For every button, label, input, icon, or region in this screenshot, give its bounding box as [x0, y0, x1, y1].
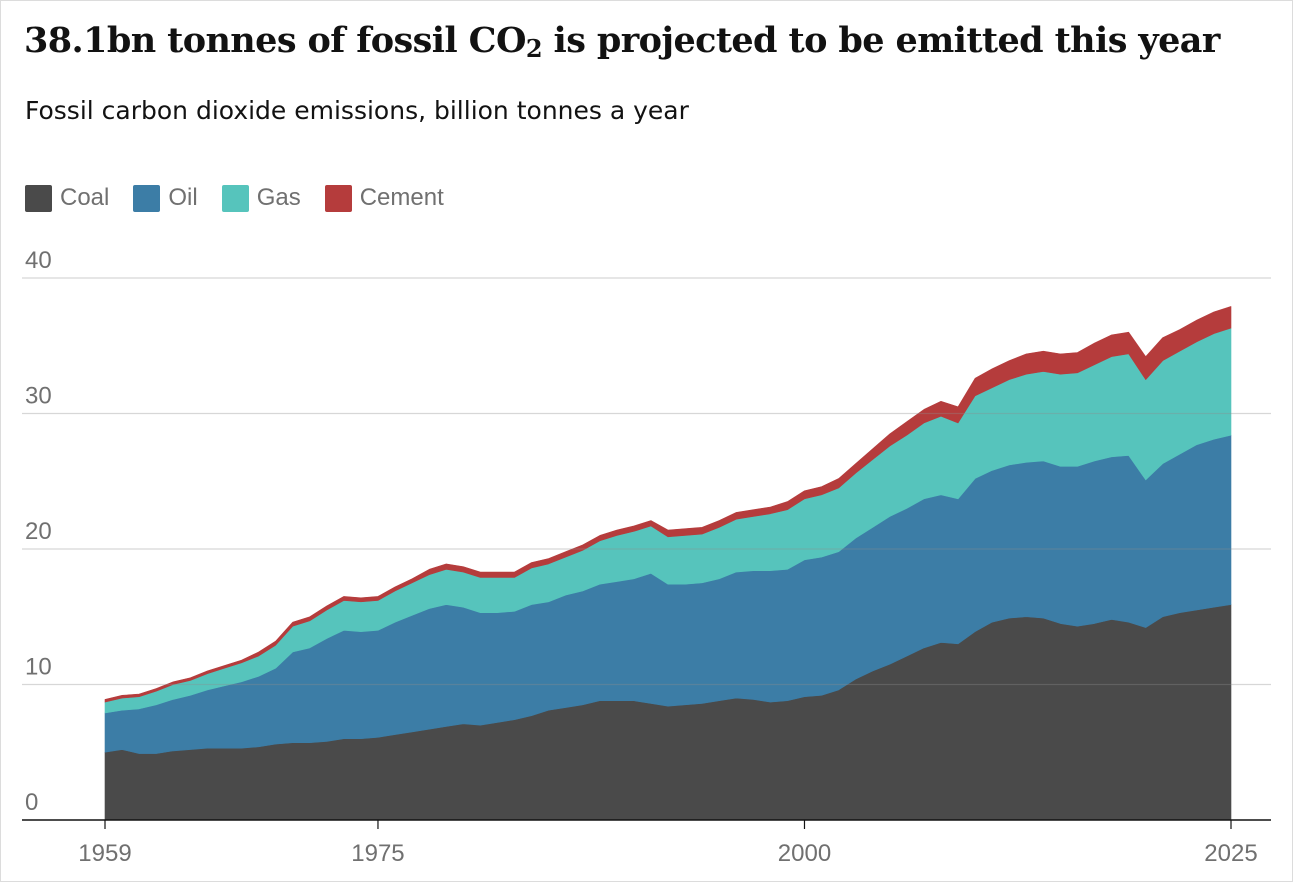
x-tick-label-2000: 2000	[778, 840, 831, 867]
x-tick-label-2025: 2025	[1204, 840, 1257, 867]
y-tick-label-0: 0	[25, 789, 38, 816]
x-axis: 1959 1975 2000 2025	[78, 820, 1258, 867]
legend: Coal Oil Gas Cement	[25, 184, 468, 212]
legend-swatch-cement	[324, 184, 352, 212]
area-cement	[104, 306, 1232, 703]
legend-item-cement: Cement	[324, 184, 444, 212]
legend-label-coal: Coal	[60, 184, 110, 211]
legend-item-gas: Gas	[221, 184, 301, 212]
legend-swatch-gas	[221, 184, 249, 212]
x-tick-label-1975: 1975	[351, 840, 404, 867]
y-tick-label-10: 10	[25, 654, 52, 681]
chart-subtitle: Fossil carbon dioxide emissions, billion…	[25, 96, 689, 125]
x-tick-label-1959: 1959	[78, 840, 131, 867]
y-tick-label-30: 30	[25, 383, 52, 410]
legend-label-gas: Gas	[256, 184, 301, 211]
y-tick-label-40: 40	[25, 247, 52, 274]
legend-swatch-oil	[133, 184, 161, 212]
chart-title: 38.1bn tonnes of fossil CO2 is projected…	[24, 20, 1220, 63]
y-tick-label-20: 20	[25, 518, 52, 545]
legend-label-oil: Oil	[168, 184, 198, 211]
title-subscript: 2	[525, 34, 543, 63]
legend-item-oil: Oil	[133, 184, 198, 212]
legend-label-cement: Cement	[359, 184, 444, 211]
legend-item-coal: Coal	[25, 184, 109, 212]
legend-swatch-coal	[25, 184, 52, 212]
gridlines: 0 10 20 30 40	[22, 247, 1271, 816]
stacked-areas	[104, 306, 1232, 821]
